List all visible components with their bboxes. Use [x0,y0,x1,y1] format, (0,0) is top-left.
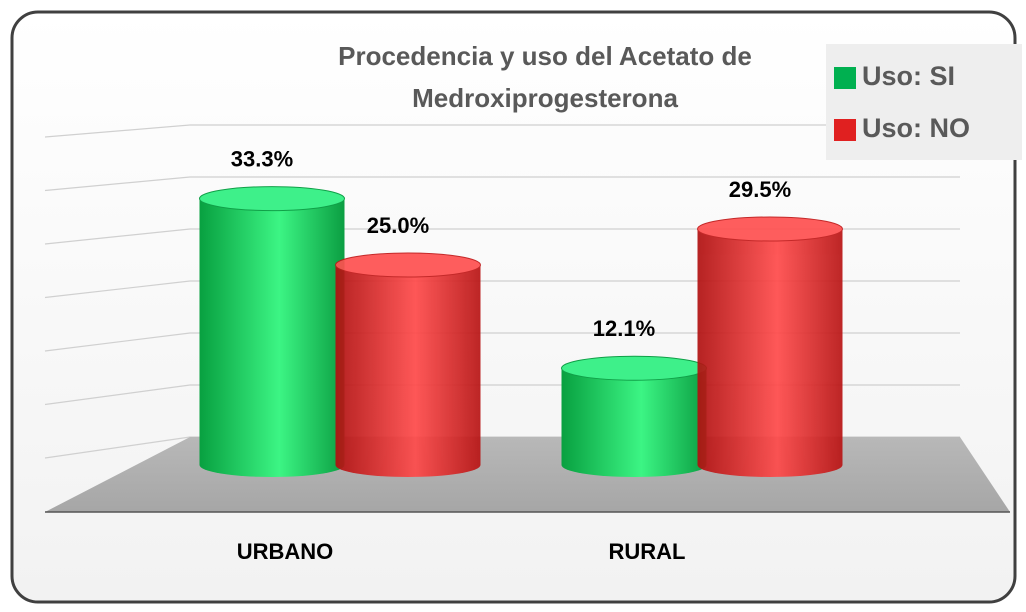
cylinder-top [199,186,345,212]
legend-entries: Uso: SI Uso: NO [834,61,970,143]
cylinder [697,216,843,477]
wall-line [44,176,960,192]
cylinder [561,355,707,477]
data-label: 33.3% [231,146,293,171]
wall-line [44,124,960,138]
data-label: 25.0% [367,213,429,238]
legend-swatch [834,119,856,141]
legend-label: Uso: NO [862,113,970,143]
bars: 33.3% 25.0% URBANO 12.1% 29.5% RURAL [199,146,843,564]
cylinder-body [561,368,707,465]
x-tick-label: URBANO [237,539,334,564]
data-label: 12.1% [593,316,655,341]
cylinder-body [697,229,843,465]
cylinder-top [561,355,707,381]
legend-swatch [834,67,856,89]
cylinder [199,186,345,477]
x-tick-label: RURAL [609,539,686,564]
floor [45,437,1010,512]
cylinder-body [199,198,345,465]
cylinder-top [697,216,843,242]
legend-label: Uso: SI [862,61,955,91]
title-line: Procedencia y uso del Acetato de [338,41,752,71]
chart-title: Procedencia y uso del Acetato de Medroxip… [338,41,752,113]
cylinder-top [335,252,481,278]
title-line: Medroxiprogesterona [412,83,678,113]
cylinder-body [335,265,481,465]
back-wall [44,124,960,459]
legend [826,44,1022,160]
cylinder [335,252,481,477]
data-label: 29.5% [729,177,791,202]
